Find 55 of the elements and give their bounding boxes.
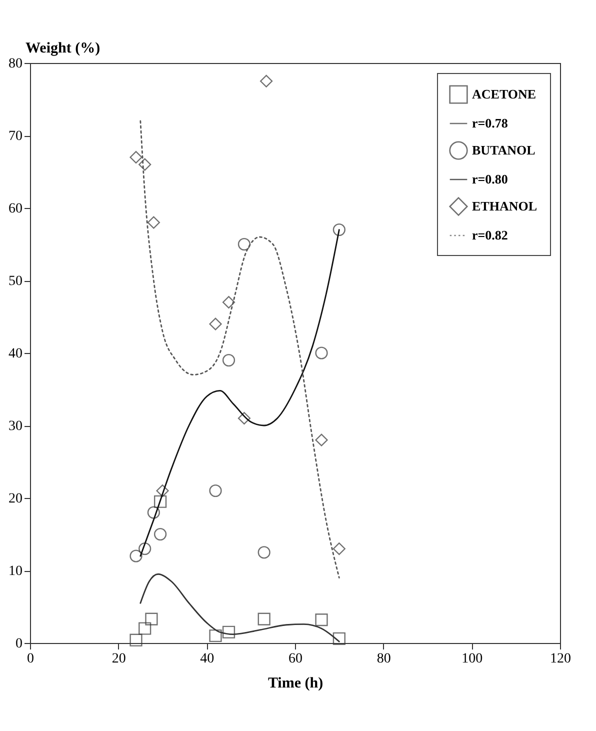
point: [222, 626, 236, 638]
y-tick-label: 30: [8, 419, 22, 434]
point: [238, 412, 251, 425]
x-tick-label: 120: [550, 652, 571, 666]
x-tick-label: 60: [288, 652, 302, 666]
y-axis-title: Weight (%): [26, 40, 100, 56]
point: [154, 528, 167, 541]
point: [238, 238, 251, 251]
point: [332, 632, 346, 645]
line-series: [140, 120, 340, 578]
point: [332, 542, 346, 556]
point: [332, 223, 346, 236]
point: [222, 354, 236, 367]
y-tick-label: 40: [8, 346, 22, 362]
point: [147, 506, 160, 519]
point: [315, 346, 328, 360]
y-tick-label: 70: [8, 129, 22, 144]
point: [260, 74, 273, 88]
point: [222, 296, 236, 309]
point: [315, 614, 328, 626]
point: [209, 629, 222, 642]
x-tick-label: 40: [200, 652, 214, 666]
point: [315, 434, 328, 446]
x-axis-title: Time (h): [268, 676, 324, 692]
y-tick-label: 0: [16, 636, 22, 652]
point: [138, 542, 152, 556]
y-tick-label: 80: [8, 56, 22, 72]
point: [130, 634, 142, 646]
point: [138, 158, 152, 171]
line-series: [140, 229, 340, 557]
point: [156, 484, 169, 498]
y-tick-label: 50: [8, 274, 22, 289]
point: [209, 318, 222, 330]
y-tick-label: 20: [8, 492, 22, 506]
point: [145, 612, 158, 626]
y-tick-label: 60: [8, 202, 22, 216]
legend-label: r=0.80: [472, 172, 508, 186]
point: [258, 546, 270, 559]
point: [130, 550, 142, 562]
legend-label: BUTANOL: [472, 142, 536, 158]
x-tick-label: 20: [112, 652, 126, 666]
point: [130, 150, 142, 164]
point: [138, 622, 152, 635]
legend-label: ETHANOL: [472, 198, 538, 214]
point: [209, 484, 222, 498]
point: [147, 216, 160, 229]
point: [154, 495, 167, 508]
legend-label: r=0.82: [472, 228, 508, 242]
point: [258, 612, 270, 626]
x-tick-label: 0: [27, 652, 34, 666]
y-tick-label: 10: [8, 564, 22, 579]
legend-label: r=0.78: [472, 116, 508, 130]
x-tick-label: 80: [376, 652, 391, 666]
legend-label: ACETONE: [472, 86, 536, 102]
x-tick-label: 100: [462, 652, 483, 666]
